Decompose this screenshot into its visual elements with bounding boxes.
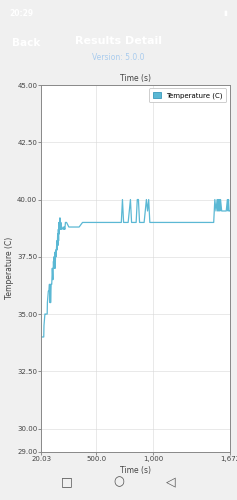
Text: Back: Back	[12, 38, 40, 48]
Y-axis label: Temperature (C): Temperature (C)	[5, 237, 14, 300]
Text: 20:29: 20:29	[9, 9, 34, 18]
Text: Version: 5.0.0: Version: 5.0.0	[92, 53, 145, 62]
Text: Time (s): Time (s)	[120, 74, 151, 84]
Legend: Temperature (C): Temperature (C)	[149, 88, 226, 102]
Text: ◁: ◁	[166, 476, 175, 488]
Text: ▮: ▮	[224, 10, 228, 16]
Text: □: □	[60, 476, 72, 488]
X-axis label: Time (s): Time (s)	[120, 466, 151, 475]
Text: Results Detail: Results Detail	[75, 36, 162, 46]
Text: ○: ○	[113, 476, 124, 488]
